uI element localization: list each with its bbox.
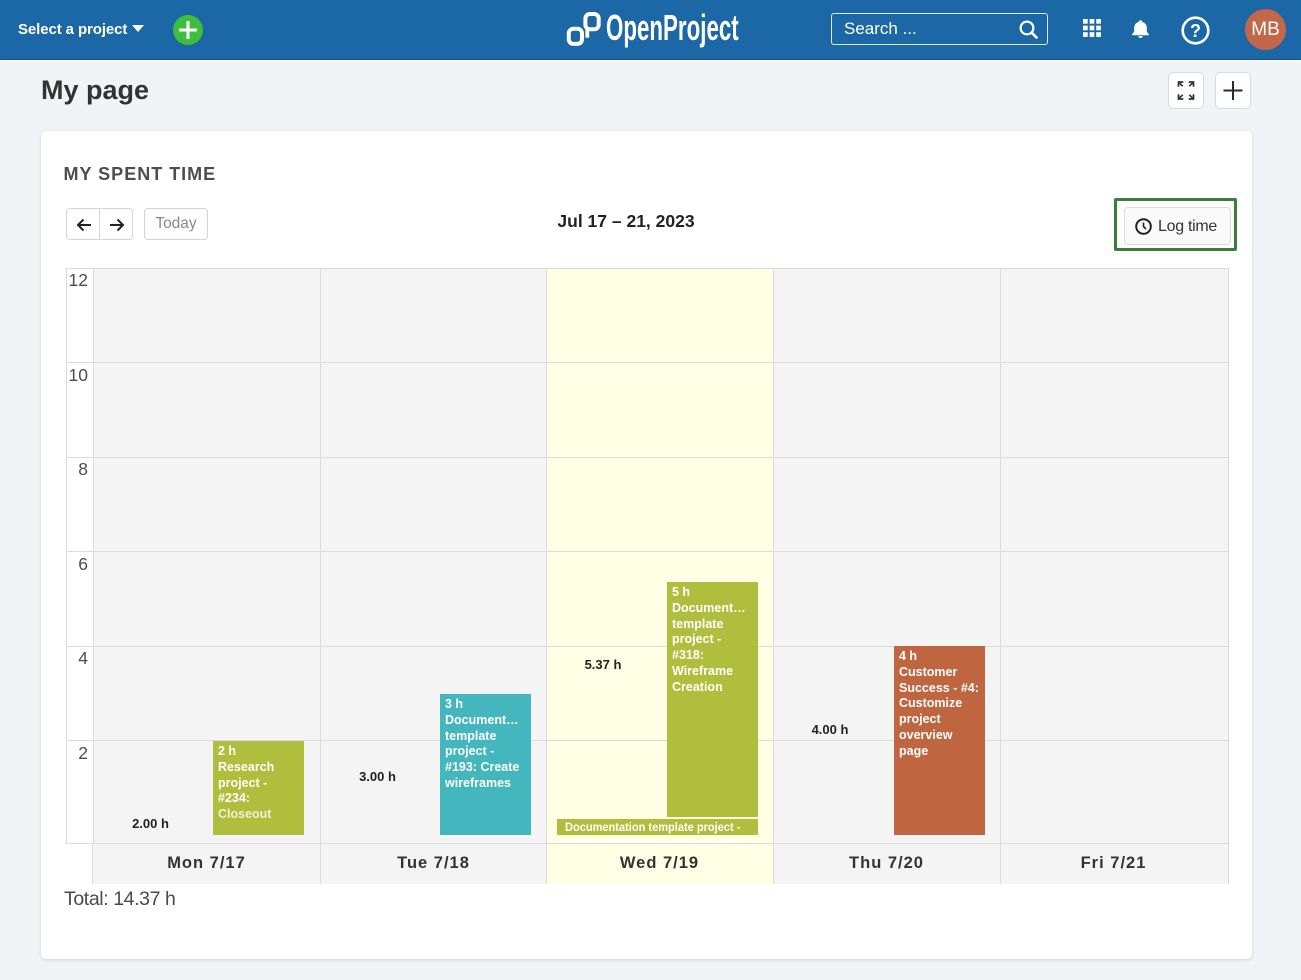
svg-text:?: ? <box>1190 21 1201 41</box>
